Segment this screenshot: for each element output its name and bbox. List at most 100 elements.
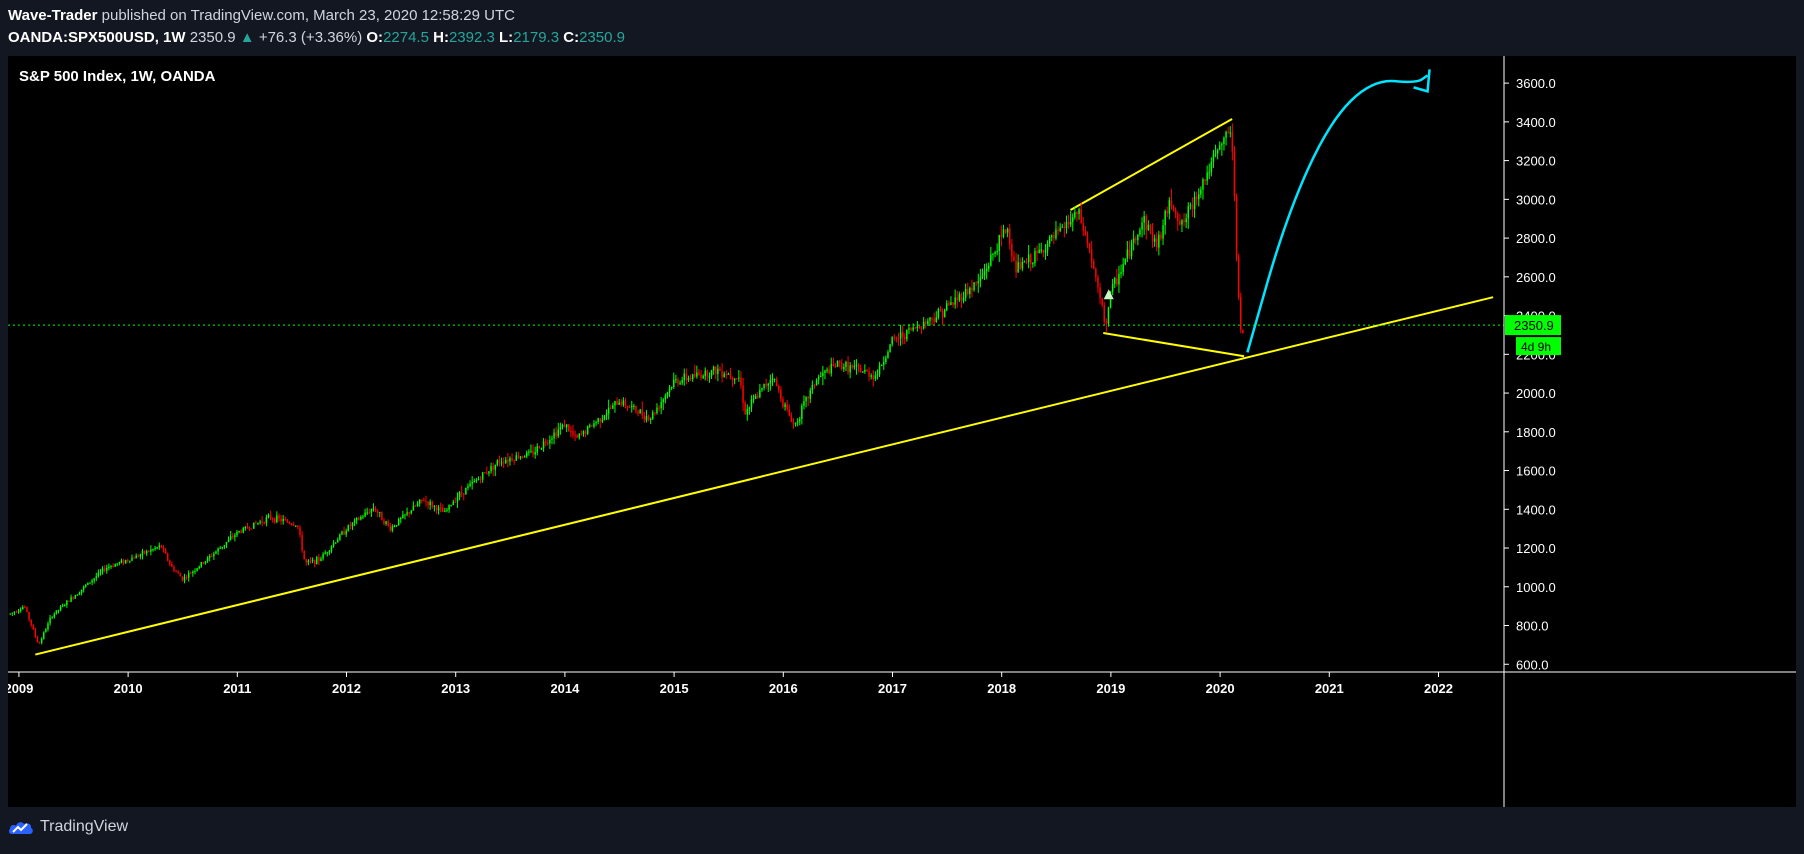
candle-body (34, 629, 37, 637)
candle-body (645, 416, 648, 421)
candle-body (72, 597, 74, 599)
y-tick-label: 2000.0 (1516, 386, 1556, 401)
candle-body (131, 557, 133, 561)
candle-body (198, 566, 200, 569)
candle-body (301, 534, 303, 551)
candle-body (236, 531, 238, 536)
candle-body (1076, 211, 1078, 214)
candle-body (1160, 234, 1162, 239)
candle-body (778, 386, 780, 391)
author-name[interactable]: Wave-Trader (8, 7, 98, 24)
candle-body (660, 402, 662, 409)
candle-body (664, 395, 667, 400)
candle-body (1206, 172, 1208, 181)
candle-body (874, 375, 877, 379)
candle-body (1179, 221, 1181, 225)
candle-body (406, 512, 408, 515)
candle-body (1231, 132, 1234, 152)
candle-body (1059, 227, 1061, 231)
annotation-triangle-icon (1103, 289, 1114, 300)
candle-body (118, 562, 121, 564)
candle-body (1105, 321, 1108, 324)
candle-body (80, 589, 83, 593)
candle-body (647, 416, 650, 420)
candle-body (683, 373, 686, 381)
candle-body (593, 423, 595, 427)
candle-body (1099, 287, 1101, 299)
candle-body (213, 553, 215, 557)
candle-body (435, 505, 438, 511)
candle-body (754, 395, 757, 399)
candle-body (1225, 131, 1227, 138)
candle-body (40, 638, 43, 643)
candle-body (691, 374, 694, 380)
candle-body (351, 522, 354, 527)
candle-body (99, 571, 102, 573)
candle-body (532, 450, 534, 455)
candle-body (1122, 264, 1124, 273)
candle-body (1229, 132, 1232, 134)
candle-body (402, 514, 404, 519)
candle-body (152, 549, 154, 551)
candle-body (977, 281, 980, 284)
candle-body (246, 526, 249, 529)
candle-body (389, 525, 392, 531)
candle-body (792, 421, 795, 425)
candle-body (181, 576, 184, 581)
candle-body (1143, 216, 1145, 223)
candle-body (1038, 249, 1040, 254)
candle-body (574, 434, 576, 436)
candle-body (171, 563, 173, 567)
candle-body (368, 512, 371, 514)
candle-body (437, 507, 440, 511)
candle-body (820, 375, 822, 377)
candle-body (360, 516, 362, 520)
candle-body (1130, 242, 1133, 257)
candle-body (605, 413, 608, 416)
candle-body (143, 550, 146, 554)
time-axis[interactable]: 2009 2010 2011 2012 2013 2014 2015 2016 2017 2018… (8, 671, 1796, 696)
candle-body (1202, 179, 1204, 190)
candle-body (200, 562, 203, 567)
candle-body (322, 554, 324, 559)
candle-body (17, 610, 20, 613)
candle-body (162, 547, 165, 550)
candle-body (36, 636, 39, 643)
brand-name[interactable]: TradingView (40, 818, 129, 835)
candle-body (1061, 226, 1064, 228)
candle-body (1185, 218, 1187, 223)
candle-body (122, 560, 125, 564)
candle-body (166, 553, 169, 561)
candle-body (943, 309, 946, 318)
candle-body (244, 526, 247, 529)
candle-body (49, 617, 51, 624)
candle-body (404, 514, 406, 516)
candle-body (870, 375, 872, 377)
candle-body (257, 522, 259, 524)
candle-body (801, 405, 803, 420)
candle-body (616, 400, 618, 405)
close-value: 2350.9 (579, 29, 625, 46)
candle-body (750, 399, 753, 408)
candle-body (242, 528, 245, 533)
candle-body (1135, 238, 1137, 241)
candle-body (1048, 237, 1051, 244)
candle-body (383, 520, 385, 524)
candle-body (488, 471, 490, 474)
price-chart[interactable]: S&P 500 Index, 1W, OANDA 600.0 800.0 1000.… (8, 56, 1796, 807)
candle-body (347, 525, 350, 531)
candle-body (460, 492, 463, 494)
x-tick-label: 2010 (114, 681, 143, 696)
candle-body (805, 396, 807, 402)
candle-body (227, 539, 230, 542)
candle-body (1042, 249, 1045, 253)
candle-body (1015, 261, 1017, 273)
candle-body (446, 509, 448, 511)
candle-body (223, 545, 226, 547)
candle-body (773, 379, 776, 381)
chart-panel[interactable]: S&P 500 Index, 1W, OANDA 600.0 800.0 1000.… (8, 56, 1796, 807)
price-axis[interactable]: 600.0 800.0 1000.0 1200.0 1400.0 1600.0 1800.0… (1503, 56, 1561, 807)
candle-body (1227, 131, 1229, 133)
candle-body (486, 472, 488, 474)
symbol-name[interactable]: OANDA:SPX500USD, 1W (8, 29, 186, 46)
